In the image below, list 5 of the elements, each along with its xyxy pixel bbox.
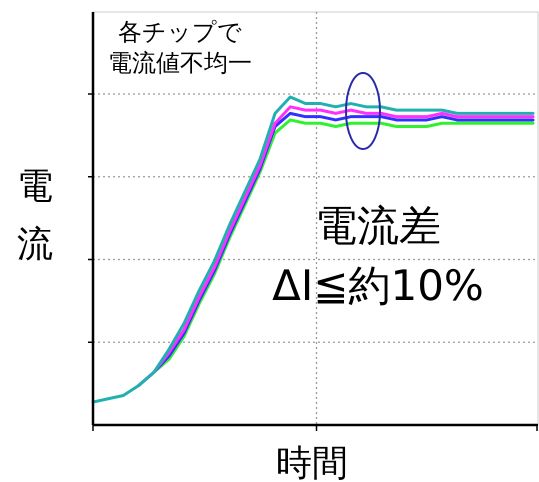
annotation: 電流差 — [315, 201, 441, 250]
y-axis-title: 電流 — [17, 166, 53, 265]
x-axis-title: 時間 — [276, 443, 348, 482]
annotation: ΔI≦約10% — [272, 261, 484, 310]
text: 各チップで電流値不均一 — [108, 18, 252, 77]
